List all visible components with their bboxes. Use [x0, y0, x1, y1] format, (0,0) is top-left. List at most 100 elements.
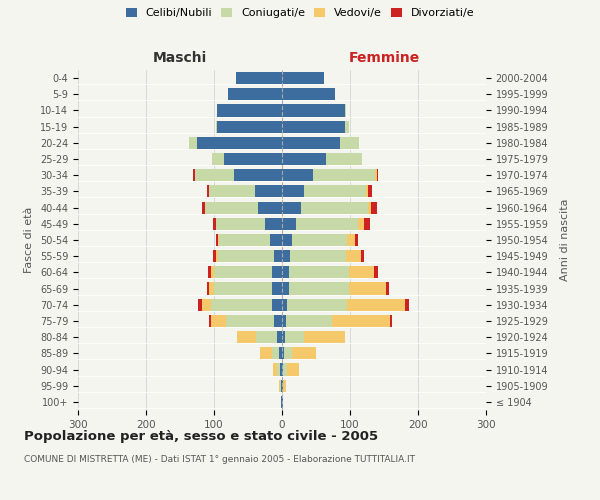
Bar — [208, 266, 282, 278]
Bar — [282, 234, 347, 246]
Bar — [217, 104, 282, 117]
Bar — [282, 169, 313, 181]
Bar — [282, 218, 358, 230]
Bar — [280, 364, 282, 376]
Bar — [256, 331, 282, 343]
Bar — [282, 364, 283, 376]
Bar — [282, 202, 377, 213]
Bar — [218, 234, 282, 246]
Bar — [282, 153, 326, 165]
Bar — [282, 250, 290, 262]
Bar — [214, 266, 282, 278]
Bar — [282, 153, 362, 165]
Bar — [209, 315, 282, 327]
Bar — [282, 348, 292, 360]
Bar — [218, 250, 282, 262]
Bar — [211, 315, 282, 327]
Bar — [282, 282, 289, 294]
Bar — [272, 266, 282, 278]
Bar — [282, 282, 349, 294]
Bar — [282, 298, 405, 311]
Bar — [282, 364, 287, 376]
Bar — [211, 298, 282, 311]
Bar — [212, 153, 282, 165]
Bar — [282, 120, 349, 132]
Bar — [282, 315, 390, 327]
Bar — [189, 137, 282, 149]
Bar — [216, 120, 282, 132]
Bar — [282, 380, 283, 392]
Bar — [281, 380, 282, 392]
Bar — [282, 72, 324, 84]
Bar — [195, 169, 282, 181]
Bar — [282, 153, 362, 165]
Bar — [282, 331, 304, 343]
Bar — [282, 282, 386, 294]
Bar — [227, 88, 282, 101]
Bar — [216, 120, 282, 132]
Bar — [282, 218, 296, 230]
Bar — [282, 169, 375, 181]
Bar — [282, 88, 335, 101]
Bar — [273, 364, 282, 376]
Bar — [277, 331, 282, 343]
Bar — [282, 266, 349, 278]
Bar — [282, 331, 345, 343]
Bar — [282, 348, 316, 360]
Bar — [216, 120, 282, 132]
Bar — [282, 315, 392, 327]
Bar — [282, 315, 332, 327]
Text: Femmine: Femmine — [349, 51, 419, 65]
Bar — [282, 250, 346, 262]
Bar — [205, 202, 282, 213]
Bar — [282, 202, 368, 213]
Bar — [217, 104, 282, 117]
Bar — [282, 88, 335, 101]
Bar — [282, 234, 358, 246]
Bar — [282, 137, 340, 149]
Bar — [206, 186, 282, 198]
Bar — [216, 218, 282, 230]
Bar — [282, 169, 377, 181]
Bar — [212, 218, 282, 230]
Bar — [282, 298, 347, 311]
Bar — [273, 364, 282, 376]
Bar — [202, 298, 282, 311]
Bar — [282, 218, 364, 230]
Bar — [282, 186, 367, 198]
Bar — [272, 282, 282, 294]
Bar — [282, 72, 324, 84]
Bar — [282, 234, 292, 246]
Bar — [282, 331, 286, 343]
Bar — [279, 380, 282, 392]
Text: Maschi: Maschi — [153, 51, 207, 65]
Bar — [189, 137, 282, 149]
Bar — [217, 120, 282, 132]
Bar — [282, 104, 346, 117]
Bar — [282, 396, 283, 408]
Bar — [260, 348, 282, 360]
Bar — [205, 202, 282, 213]
Bar — [282, 234, 355, 246]
Bar — [282, 104, 346, 117]
Bar — [216, 250, 282, 262]
Bar — [282, 396, 283, 408]
Bar — [282, 380, 283, 392]
Bar — [212, 153, 282, 165]
Bar — [282, 88, 335, 101]
Bar — [236, 72, 282, 84]
Bar — [277, 364, 282, 376]
Bar — [199, 298, 282, 311]
Bar — [226, 315, 282, 327]
Bar — [279, 380, 282, 392]
Bar — [282, 364, 299, 376]
Bar — [209, 186, 282, 198]
Bar — [282, 202, 301, 213]
Bar — [282, 250, 364, 262]
Bar — [282, 120, 344, 132]
Bar — [282, 266, 289, 278]
Bar — [227, 88, 282, 101]
Bar — [282, 298, 409, 311]
Bar — [206, 282, 282, 294]
Bar — [282, 120, 349, 132]
